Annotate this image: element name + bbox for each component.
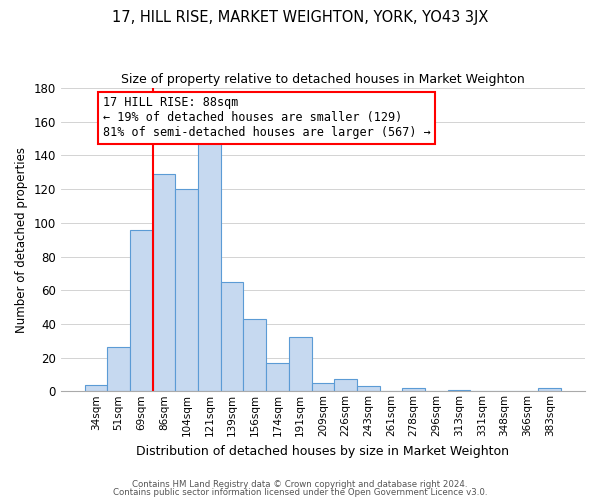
X-axis label: Distribution of detached houses by size in Market Weighton: Distribution of detached houses by size … bbox=[136, 444, 509, 458]
Text: Contains public sector information licensed under the Open Government Licence v3: Contains public sector information licen… bbox=[113, 488, 487, 497]
Bar bbox=[357, 386, 380, 392]
Title: Size of property relative to detached houses in Market Weighton: Size of property relative to detached ho… bbox=[121, 72, 525, 86]
Bar bbox=[130, 230, 152, 392]
Y-axis label: Number of detached properties: Number of detached properties bbox=[15, 146, 28, 332]
Bar bbox=[175, 189, 198, 392]
Bar bbox=[403, 388, 425, 392]
Bar bbox=[334, 380, 357, 392]
Bar bbox=[85, 384, 107, 392]
Text: 17 HILL RISE: 88sqm
← 19% of detached houses are smaller (129)
81% of semi-detac: 17 HILL RISE: 88sqm ← 19% of detached ho… bbox=[103, 96, 431, 140]
Bar bbox=[311, 383, 334, 392]
Bar bbox=[538, 388, 561, 392]
Bar bbox=[289, 338, 311, 392]
Bar bbox=[198, 138, 221, 392]
Text: 17, HILL RISE, MARKET WEIGHTON, YORK, YO43 3JX: 17, HILL RISE, MARKET WEIGHTON, YORK, YO… bbox=[112, 10, 488, 25]
Text: Contains HM Land Registry data © Crown copyright and database right 2024.: Contains HM Land Registry data © Crown c… bbox=[132, 480, 468, 489]
Bar bbox=[107, 348, 130, 392]
Bar bbox=[221, 282, 244, 392]
Bar bbox=[152, 174, 175, 392]
Bar bbox=[448, 390, 470, 392]
Bar bbox=[244, 319, 266, 392]
Bar bbox=[266, 362, 289, 392]
